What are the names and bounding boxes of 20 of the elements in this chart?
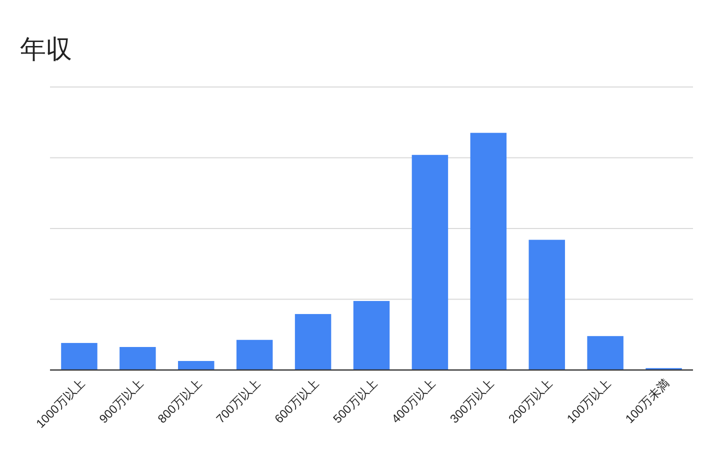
x-tick-label: 700万以上 bbox=[213, 376, 263, 426]
bar bbox=[587, 336, 624, 370]
bar bbox=[470, 132, 507, 370]
bar bbox=[120, 346, 156, 370]
x-tick-label: 900万以上 bbox=[96, 376, 146, 426]
chart-title: 年収 bbox=[20, 34, 72, 64]
bar bbox=[528, 240, 565, 370]
bar bbox=[412, 154, 448, 370]
bar bbox=[294, 314, 332, 370]
x-tick-label: 100万以上 bbox=[564, 376, 614, 426]
bar bbox=[236, 340, 273, 370]
x-tick-label: 400万以上 bbox=[388, 376, 438, 426]
x-tick-label: 500万以上 bbox=[330, 376, 380, 426]
x-tick-label: 300万以上 bbox=[447, 376, 497, 426]
bar bbox=[178, 360, 214, 370]
x-tick-label: 800万以上 bbox=[154, 376, 204, 426]
bar bbox=[353, 300, 390, 370]
x-tick-label: 100万未満 bbox=[622, 376, 672, 426]
bar bbox=[61, 342, 98, 370]
x-tick-label: 600万以上 bbox=[272, 376, 322, 426]
